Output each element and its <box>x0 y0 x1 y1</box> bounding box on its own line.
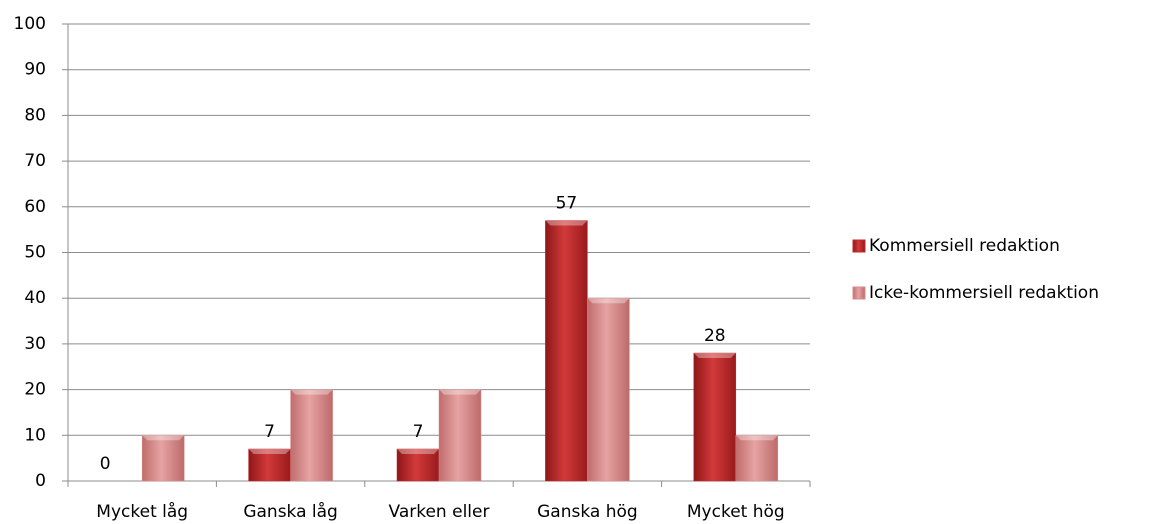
bar-body <box>141 435 185 482</box>
y-tick-label: 100 <box>14 14 46 34</box>
y-tick-label: 0 <box>35 471 46 491</box>
data-label: 7 <box>264 422 275 442</box>
bar <box>290 389 333 482</box>
legend-swatch <box>852 286 866 300</box>
y-tick-label: 50 <box>24 243 46 263</box>
x-tick-label: Mycket låg <box>96 501 188 522</box>
legend-swatch <box>852 239 866 253</box>
bar-body <box>735 435 779 482</box>
legend-label: Kommersiell redaktion <box>869 236 1060 256</box>
bar <box>693 352 737 482</box>
bar <box>141 435 185 482</box>
bar-body <box>248 448 291 482</box>
bar-cap <box>735 435 778 441</box>
x-tick-label: Varken eller <box>389 502 490 522</box>
y-tick-label: 10 <box>24 425 46 445</box>
legend-label: Icke-kommersiell redaktion <box>869 283 1099 303</box>
bar-body <box>396 448 440 482</box>
bar-body <box>290 389 333 482</box>
bar-cap <box>439 389 481 395</box>
x-tick-label: Mycket hög <box>687 502 785 522</box>
bar-cap <box>290 389 333 395</box>
bar-cap <box>142 435 185 441</box>
x-tick-label: Ganska hög <box>537 502 638 522</box>
bar <box>248 448 291 482</box>
bar <box>587 297 630 482</box>
bar-body <box>693 352 737 482</box>
bar-body <box>438 389 482 482</box>
bar <box>396 448 440 482</box>
y-tick-label: 40 <box>24 288 46 308</box>
bar-body <box>587 297 630 482</box>
bar <box>545 220 588 482</box>
bar-cap <box>693 353 736 359</box>
y-tick-label: 30 <box>24 334 46 354</box>
data-label: 0 <box>100 454 111 474</box>
y-tick-label: 60 <box>24 197 46 217</box>
data-label: 7 <box>413 422 424 442</box>
data-label: 57 <box>556 194 578 214</box>
bar-cap <box>248 449 291 455</box>
y-tick-label: 80 <box>24 105 46 125</box>
bar-cap <box>545 220 588 226</box>
y-tick-label: 70 <box>24 151 46 171</box>
bar <box>438 389 482 482</box>
bar <box>735 435 779 482</box>
y-tick-label: 90 <box>24 60 46 80</box>
y-tick-label: 20 <box>24 380 46 400</box>
data-label: 28 <box>704 326 726 346</box>
bar-cap <box>397 449 439 455</box>
bar-cap <box>587 298 630 304</box>
bar-body <box>545 220 588 482</box>
x-tick-label: Ganska låg <box>243 501 338 522</box>
